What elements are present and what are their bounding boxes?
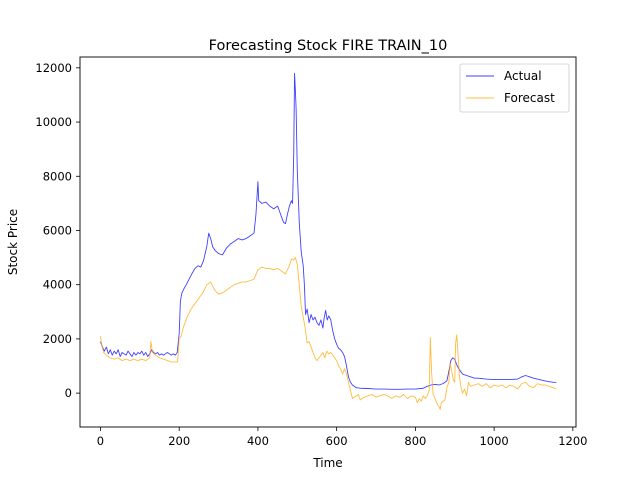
x-tick-label: 1200 — [558, 434, 587, 448]
y-tick-label: 6000 — [43, 223, 72, 237]
x-axis: 0 200 400 600 800 1000 1200 — [97, 427, 587, 448]
y-tick-label: 12000 — [35, 61, 72, 75]
y-tick-label: 4000 — [43, 278, 72, 292]
y-tick-label: 8000 — [43, 169, 72, 183]
y-axis-label: Stock Price — [6, 209, 20, 275]
y-tick-label: 10000 — [35, 115, 72, 129]
series-layer — [100, 72, 557, 410]
x-tick-label: 0 — [97, 434, 104, 448]
legend-label-actual: Actual — [504, 69, 542, 83]
legend: Actual Forecast — [459, 63, 570, 113]
y-tick-label: 0 — [65, 386, 72, 400]
plot-area — [79, 56, 577, 428]
y-tick-label: 2000 — [43, 332, 72, 346]
y-axis: 0 2000 4000 6000 8000 10000 12000 — [35, 61, 80, 400]
x-tick-label: 1000 — [479, 434, 508, 448]
legend-label-forecast: Forecast — [504, 91, 555, 105]
x-tick-label: 800 — [404, 434, 426, 448]
series-line-actual — [100, 72, 557, 390]
series-line-forecast — [100, 257, 557, 410]
x-tick-label: 200 — [168, 434, 190, 448]
x-tick-label: 600 — [326, 434, 348, 448]
x-tick-label: 400 — [247, 434, 269, 448]
chart-title: Forecasting Stock FIRE TRAIN_10 — [209, 38, 448, 54]
plot-frame — [79, 56, 577, 428]
x-axis-label: Time — [312, 456, 342, 470]
